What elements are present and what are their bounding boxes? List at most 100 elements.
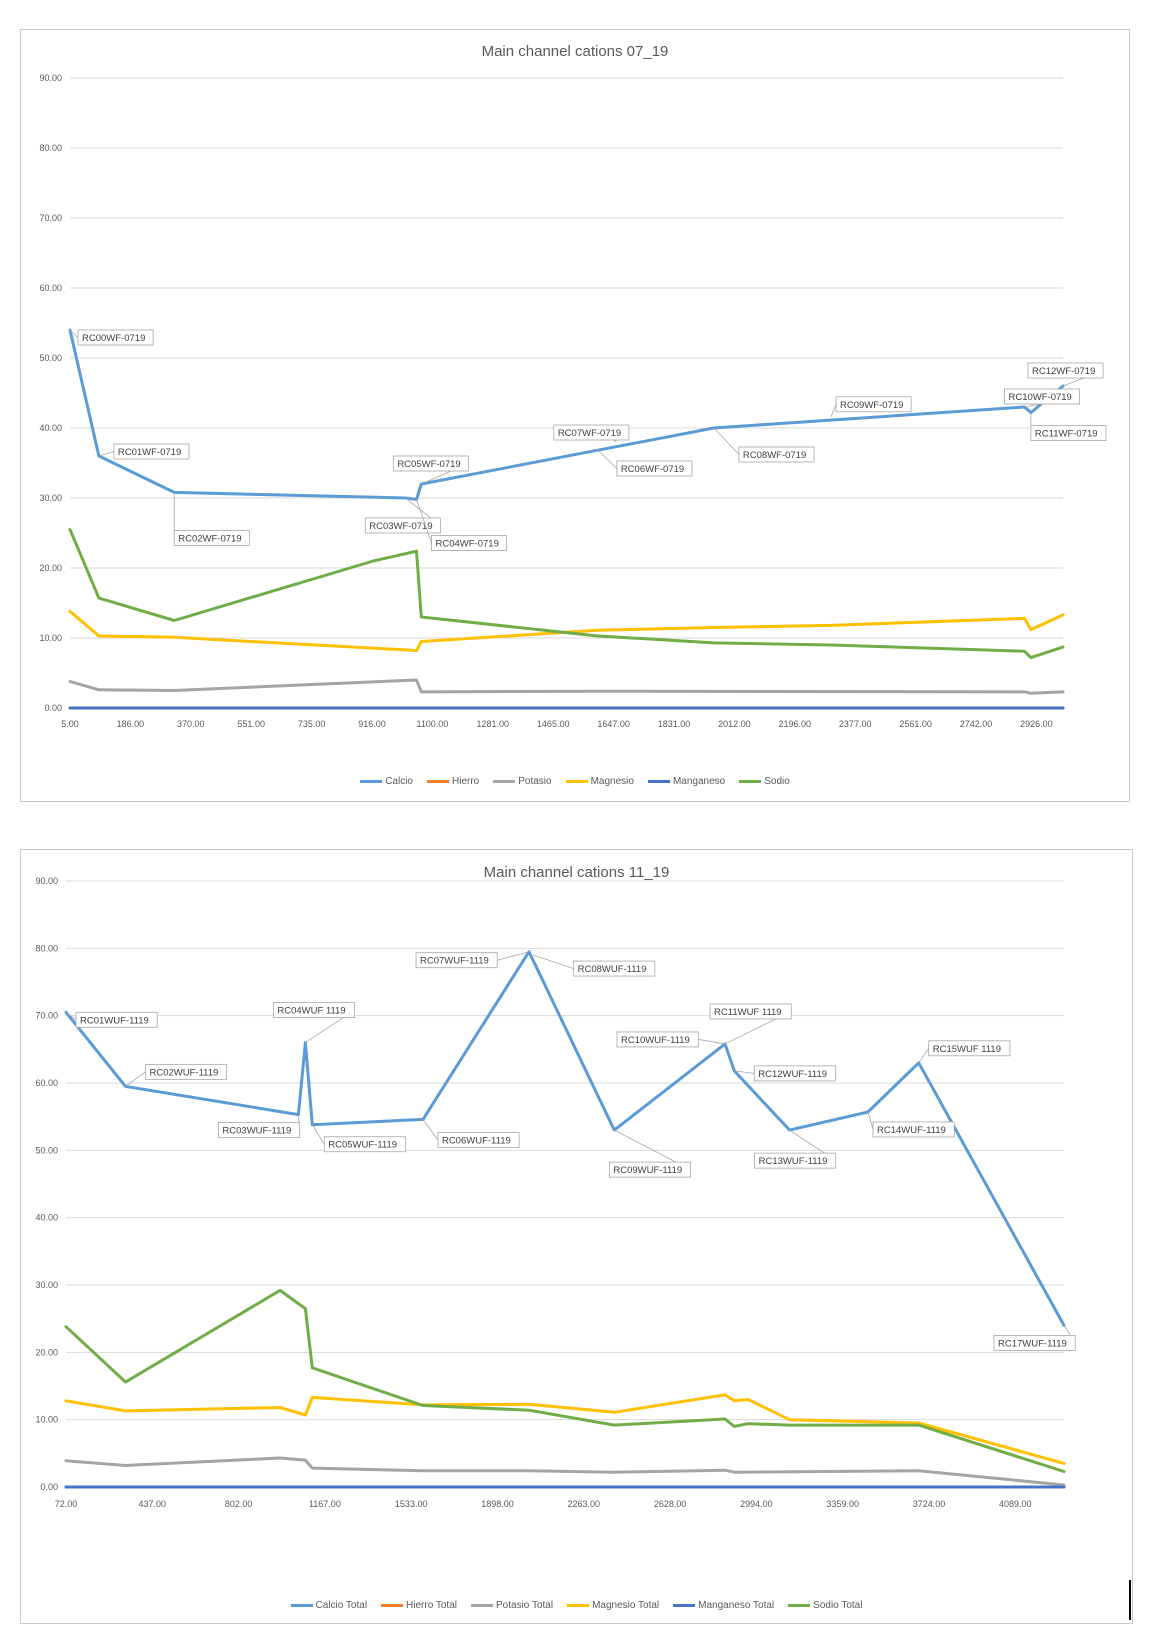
data-label-leader [65,1011,77,1021]
legend-label: Manganeso [672,776,726,787]
data-label-box [364,517,441,534]
data-label-box [738,446,815,463]
data-label-leader [867,1111,874,1130]
x-tick-label: 186.00 [117,719,145,729]
data-label-box [872,1121,955,1138]
y-tick-label: 10.00 [35,1415,58,1425]
x-tick-label: 3724.00 [913,1499,946,1509]
x-tick-label: 2561.00 [899,719,932,729]
data-label-box [75,1011,158,1028]
data-label: RC02WF-0719 [178,533,241,544]
legend-swatch [565,780,588,783]
data-label-leader [596,448,618,469]
x-tick-label: 2742.00 [960,719,993,729]
chart-title: Main channel cations 11_19 [483,864,670,881]
data-label-leader [69,329,79,338]
data-label-box [616,460,693,477]
x-tick-label: 1898.00 [481,1499,514,1509]
data-label-leader [713,427,740,455]
chart-title: Main channel cations 07_19 [481,43,669,60]
legend-item: Potasio Total [471,1600,553,1611]
x-tick-label: 1100.00 [416,719,448,729]
series-line-calcio [68,328,1065,501]
data-label: RC11WF-0719 [1035,429,1098,440]
series-line-calcio-total [64,950,1066,1327]
data-label: RC06WF-0719 [621,464,684,475]
data-label-box [173,529,250,546]
x-tick-label: 2196.00 [779,719,812,729]
series-line-sodio-total [64,1288,1066,1473]
y-tick-label: 70.00 [39,213,62,223]
x-tick-label: 1647.00 [597,719,630,729]
legend-swatch [493,780,516,783]
data-label-box [415,952,498,969]
x-tick-label: 437.00 [139,1499,167,1509]
x-tick-label: 2994.00 [740,1499,773,1509]
legend-item: Sodio [739,776,790,787]
data-label-box [835,396,912,413]
legend-label: Hierro [452,776,480,787]
data-label-box [753,1065,836,1082]
x-tick-label: 2012.00 [718,719,751,729]
data-label: RC02WUF-1119 [149,1067,218,1078]
data-label: RC15WUF 1119 [933,1044,1001,1055]
data-label: RC04WF-0719 [436,538,499,549]
data-label: RC05WF-0719 [397,459,460,470]
x-tick-label: 3359.00 [826,1499,859,1509]
legend-swatch [427,780,449,783]
data-label-leader [311,1124,325,1145]
data-label-box [145,1063,228,1080]
data-label-box [553,424,630,441]
data-label-box [928,1040,1011,1057]
legend-swatch [360,780,383,783]
y-tick-label: 10.00 [39,633,62,643]
legend-label: Potasio Total [496,1600,554,1611]
legend-item: Calcio Total [290,1600,367,1611]
legend-item: Manganeso Total [673,1600,774,1611]
legend-swatch [647,780,670,783]
legend-label: Potasio [518,776,552,787]
chart-canvas: 0.00 10.00 20.00 30.00 40.00 50.00 60.00 70.00 8… [35,876,1076,1509]
chart-legend: Calcio Total Hierro Total Potasio Total Mag… [21,1600,1132,1611]
x-tick-label: 1465.00 [537,719,570,729]
data-label-leader [734,1070,755,1074]
data-label: RC03WUF-1119 [222,1126,291,1137]
legend-swatch [788,1604,811,1607]
y-tick-label: 0.00 [40,1482,58,1492]
data-label: RC01WUF-1119 [80,1015,149,1026]
series-line-sodio [68,528,1065,660]
data-label: RC06WUF-1119 [442,1135,511,1146]
y-tick-label: 20.00 [39,563,62,573]
data-label: RC11WUF 1119 [714,1007,782,1018]
legend-label: Hierro Total [406,1600,457,1611]
legend-item: Hierro Total [381,1600,457,1611]
data-label-box [993,1334,1076,1351]
series-line-magnesio-total [64,1393,1066,1465]
legend-label: Manganeso Total [698,1600,775,1611]
data-label-leader [416,499,432,544]
legend-item: Manganeso [647,776,726,787]
legend-label: Calcio [385,776,413,787]
legend-label: Sodio [764,776,790,787]
data-label: RC09WUF-1119 [613,1165,682,1176]
x-tick-label: 551.00 [237,719,265,729]
x-tick-label: 2926.00 [1020,719,1053,729]
data-label-leader [125,1071,146,1087]
data-label-box [113,443,190,460]
x-tick-label: 2628.00 [654,1499,687,1509]
legend-item: Hierro [427,776,479,787]
legend-item: Sodio Total [788,1600,862,1611]
data-label: RC08WUF-1119 [578,964,647,975]
y-tick-label: 50.00 [35,1145,58,1155]
data-label-box [1030,425,1107,442]
series-line-potasio [68,678,1065,695]
data-label: RC12WF-0719 [1032,366,1095,377]
y-tick-label: 40.00 [39,423,62,433]
data-label-box [323,1136,406,1153]
x-tick-label: 1281.00 [477,719,510,729]
data-label-leader [830,404,837,417]
text-cursor [1129,1580,1131,1620]
data-label-box [437,1131,520,1148]
y-tick-label: 90.00 [39,73,62,83]
chart-panel-november: Main channel cations 11_19 0.00 10.00 20.0… [20,849,1133,1624]
